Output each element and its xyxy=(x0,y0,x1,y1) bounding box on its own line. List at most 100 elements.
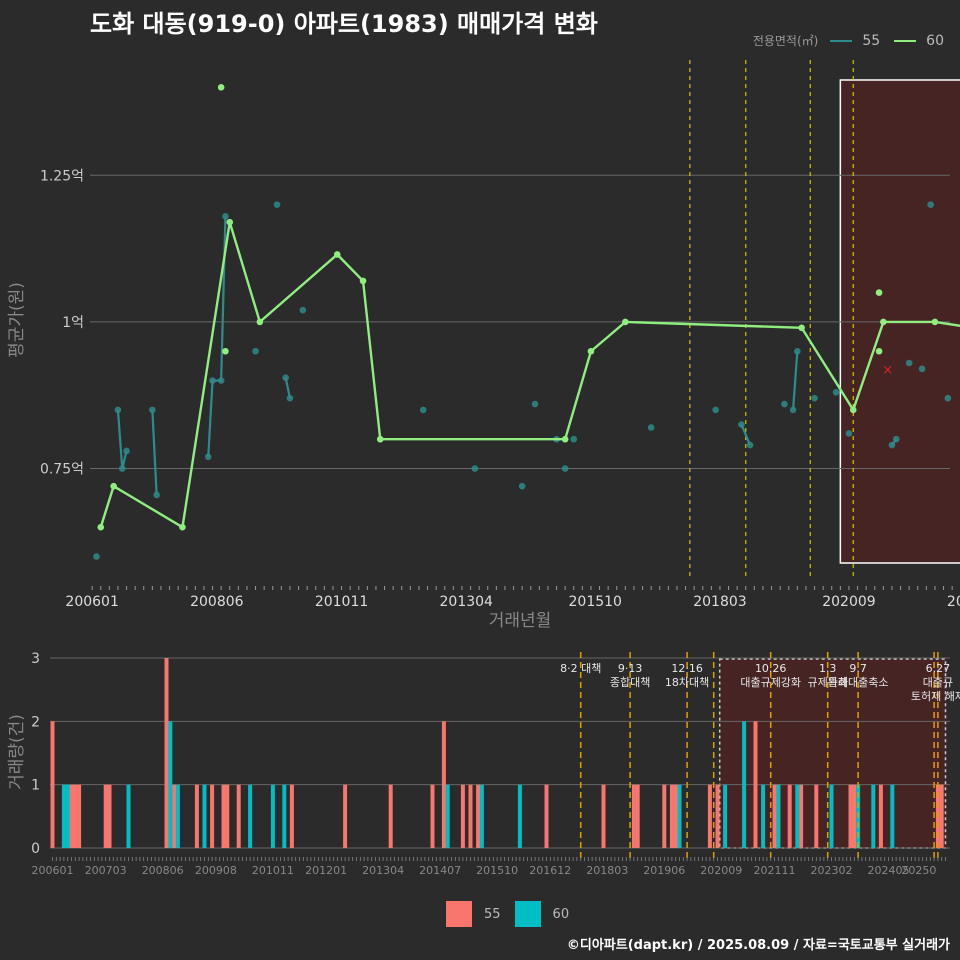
series-55-point xyxy=(209,377,216,384)
bottom-legend-label-60: 60 xyxy=(552,906,570,922)
series-55-point xyxy=(832,389,840,396)
bottom-legend-swatch-55 xyxy=(446,901,472,927)
policy-label: 1.3 xyxy=(819,662,837,675)
series-55-point xyxy=(518,482,526,490)
series-55-point xyxy=(217,377,225,384)
series-60-point xyxy=(97,523,105,531)
chart-title: 도화 대동(919-0) 아파트(1983) 매매가격 변화 xyxy=(90,10,598,38)
series-55-line xyxy=(207,216,227,457)
bar-60 xyxy=(517,784,522,848)
bar-55 xyxy=(172,784,177,848)
bar-55 xyxy=(848,784,853,848)
legend-label-55: 55 xyxy=(862,32,881,49)
series-60-point xyxy=(561,435,569,443)
series-55-point xyxy=(561,465,569,472)
bar-55 xyxy=(787,784,792,848)
series-55-point xyxy=(252,347,259,355)
bar-55 xyxy=(476,784,481,848)
series-60-point xyxy=(587,347,595,355)
bar-60 xyxy=(168,721,173,848)
bar-60 xyxy=(871,784,876,848)
y-tick-label: 1억 xyxy=(62,315,84,331)
x-tick-label: 201803 xyxy=(693,594,746,610)
legend-label-60: 60 xyxy=(926,32,944,49)
bar-55 xyxy=(544,784,549,848)
series-55-point xyxy=(892,435,900,443)
bar-55 xyxy=(236,784,241,848)
series-55-point xyxy=(286,394,294,402)
series-55-point xyxy=(905,359,913,367)
bottom-x-tick-label: 200908 xyxy=(195,864,237,877)
series-55-point xyxy=(114,406,122,414)
bottom-x-tick-label: 201510 xyxy=(476,864,518,877)
bottom-x-tick-label: 200601 xyxy=(32,864,74,877)
policy-label: 토허제 해제 xyxy=(911,689,960,703)
bar-55 xyxy=(50,721,55,848)
bar-55 xyxy=(631,784,636,848)
policy-label: 18차대책 xyxy=(665,676,709,689)
bar-60 xyxy=(202,784,207,848)
series-55-point xyxy=(781,400,788,408)
x-tick-label: 200806 xyxy=(190,594,244,610)
policy-label: 9·13 xyxy=(618,662,643,675)
bar-55 xyxy=(194,784,199,848)
series-55-point xyxy=(738,421,745,428)
series-55-point xyxy=(794,347,801,355)
bar-55 xyxy=(430,784,435,848)
bar-55 xyxy=(673,784,678,848)
bar-55 xyxy=(601,784,606,848)
policy-label: 대출규제강화 xyxy=(740,676,801,689)
bar-55 xyxy=(343,784,348,848)
bottom-legend-label-55: 55 xyxy=(484,906,501,922)
bottom-y-tick-label: 0 xyxy=(31,841,40,857)
bar-60 xyxy=(677,784,682,848)
y-axis-title: 평균가(원) xyxy=(7,282,27,358)
policy-label: 9.7 xyxy=(849,662,867,675)
series-55-point xyxy=(712,406,719,414)
series-55-point xyxy=(204,453,212,461)
bottom-x-tick-label: 202111 xyxy=(754,864,796,877)
series-55-point xyxy=(471,465,479,472)
series-55-point xyxy=(811,394,818,402)
series-55-point xyxy=(282,374,289,381)
bottom-x-tick-label: 201304 xyxy=(362,864,404,877)
series-55-point xyxy=(222,213,229,220)
bar-60 xyxy=(65,784,70,848)
policy-label: 종합대책 xyxy=(610,676,650,689)
series-60-point xyxy=(222,347,229,355)
series-55-point xyxy=(918,365,926,373)
footer-credit: ©디아파트(dapt.kr) / 2025.08.09 / 자료=국토교통부 실… xyxy=(566,938,950,953)
special-marker: × xyxy=(882,363,893,378)
series-55-point xyxy=(123,447,130,455)
series-60-point xyxy=(179,523,186,531)
bar-60 xyxy=(795,784,800,848)
x-tick-label: 200601 xyxy=(65,594,118,610)
bar-55 xyxy=(210,784,215,848)
bottom-legend-swatch-60 xyxy=(514,901,541,927)
policy-label: 규제완화 xyxy=(807,676,847,689)
series-60-point xyxy=(875,347,883,355)
series-55-point xyxy=(944,394,952,402)
bar-55 xyxy=(753,721,758,848)
bottom-x-tick-label: 201612 xyxy=(529,864,571,877)
bottom-y-axis-title: 거래량(건) xyxy=(7,714,27,790)
bar-55 xyxy=(103,784,108,848)
x-tick-label: 201510 xyxy=(569,594,622,610)
bar-55 xyxy=(221,784,226,848)
bottom-x-tick-label: 201011 xyxy=(252,864,294,877)
x-tick-label: 201011 xyxy=(315,594,368,610)
policy-label: 특례대출축소 xyxy=(828,676,889,689)
bar-60 xyxy=(126,784,131,848)
bar-60 xyxy=(890,784,895,848)
series-60-point xyxy=(256,318,264,326)
bar-55 xyxy=(69,784,74,848)
series-55-point xyxy=(299,306,307,314)
bar-55 xyxy=(939,784,944,848)
series-60-point xyxy=(875,289,883,296)
series-55-point xyxy=(746,441,754,449)
series-55-point xyxy=(273,201,281,208)
series-55-line xyxy=(151,409,158,496)
bar-55 xyxy=(799,784,804,848)
bottom-legend: 55 60 xyxy=(446,901,583,927)
series-55-point xyxy=(927,201,934,208)
